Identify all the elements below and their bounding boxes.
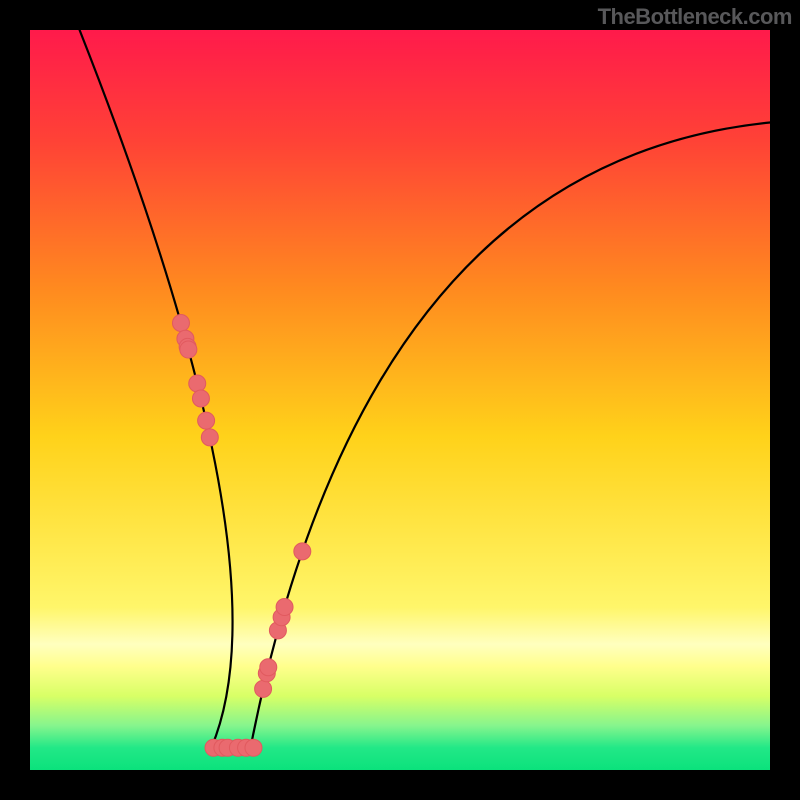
data-point <box>260 659 277 676</box>
bottleneck-chart <box>0 0 800 800</box>
data-point <box>276 598 293 615</box>
watermark-text: TheBottleneck.com <box>598 4 792 30</box>
data-point <box>172 315 189 332</box>
data-point <box>201 429 218 446</box>
data-point <box>245 739 262 756</box>
data-point <box>180 341 197 358</box>
data-point <box>192 390 209 407</box>
data-point <box>198 412 215 429</box>
data-point <box>189 375 206 392</box>
plot-background <box>30 30 770 770</box>
data-point <box>255 680 272 697</box>
data-point <box>294 543 311 560</box>
